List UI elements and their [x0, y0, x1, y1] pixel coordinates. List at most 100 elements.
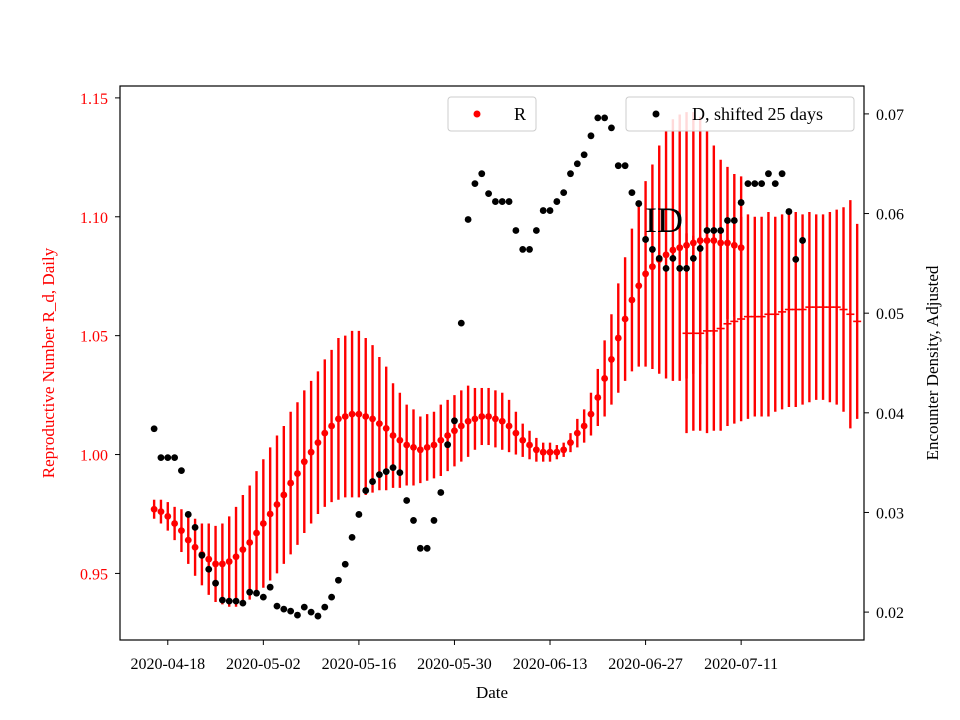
- r-point-0-35: [389, 432, 397, 439]
- d-point-7: [198, 551, 206, 559]
- r-point-0-58: [546, 448, 554, 456]
- r-point-0-43: [444, 432, 452, 439]
- d-point-67: [608, 124, 615, 132]
- r-point-0-51: [498, 417, 506, 425]
- r-point-0-33: [375, 420, 383, 428]
- r-point-0-48: [478, 413, 486, 420]
- d-point-36: [396, 469, 404, 477]
- r-point-0-31: [362, 413, 370, 420]
- d-point-10: [218, 596, 226, 604]
- d-point-21: [294, 611, 301, 619]
- legend-r-label: R: [514, 104, 526, 124]
- left-y-tick-label-0: 0.95: [80, 566, 108, 583]
- d-point-88: [751, 180, 759, 188]
- legend-r-marker: [473, 110, 481, 118]
- d-point-81: [703, 227, 711, 234]
- d-point-5: [184, 511, 192, 518]
- d-point-60: [560, 189, 568, 197]
- d-point-85: [730, 217, 738, 224]
- d-point-8: [205, 565, 213, 573]
- r-point-0-27: [335, 415, 342, 423]
- legend-d: D, shifted 25 days: [625, 96, 855, 132]
- r-point-0-36: [396, 436, 404, 444]
- d-point-49: [485, 190, 492, 198]
- r-point-0-25: [321, 429, 329, 437]
- left-y-tick-label-1: 1.00: [80, 448, 108, 465]
- d-point-27: [335, 576, 342, 584]
- r-point-0-12: [232, 553, 240, 561]
- r-point-0-16: [259, 520, 267, 527]
- d-point-56: [532, 227, 540, 234]
- d-point-70: [628, 189, 636, 197]
- r-point-0-67: [608, 356, 615, 363]
- x-tick-label-0: 2020-04-18: [130, 656, 205, 673]
- x-tick-label-4: 2020-06-13: [513, 656, 588, 673]
- left-y-tick-label-4: 1.15: [80, 91, 108, 108]
- d-point-48: [478, 170, 486, 178]
- d-point-54: [519, 246, 527, 253]
- d-point-23: [307, 608, 315, 616]
- plot-frame: [119, 85, 865, 641]
- r-point-0-2: [164, 512, 172, 520]
- d-point-4: [178, 467, 185, 475]
- r-point-0-29: [348, 410, 356, 418]
- x-tick-label-1: 2020-05-02: [226, 656, 301, 673]
- r-point-0-3: [171, 520, 179, 527]
- left-y-axis-title: Reproductive Number R_d, Daily: [39, 247, 58, 478]
- d-point-40: [423, 544, 431, 552]
- r-point-0-55: [526, 441, 533, 449]
- r-point-0-17: [266, 510, 274, 518]
- legend-d-marker: [652, 110, 660, 118]
- r-point-0-11: [225, 558, 233, 565]
- d-point-25: [321, 603, 329, 611]
- legend-r: R: [447, 96, 537, 132]
- d-point-42: [437, 489, 445, 496]
- d-point-1: [157, 454, 165, 462]
- d-point-28: [341, 560, 349, 568]
- d-point-51: [498, 198, 506, 205]
- d-point-46: [464, 216, 472, 223]
- r-point-0-54: [519, 436, 527, 444]
- d-point-63: [580, 151, 588, 159]
- d-point-87: [744, 180, 752, 188]
- d-point-80: [696, 245, 704, 252]
- r-series-group: [150, 112, 862, 607]
- r-point-0-20: [287, 479, 295, 487]
- r-point-0-72: [642, 270, 649, 278]
- r-point-0-66: [601, 375, 609, 382]
- d-point-45: [457, 319, 465, 327]
- d-point-65: [594, 114, 602, 122]
- r-point-0-49: [485, 413, 492, 420]
- r-point-0-14: [246, 539, 254, 546]
- x-axis-ticks: 2020-04-18 2020-05-02 2020-05-16 2020-05-30…: [130, 640, 778, 673]
- d-point-61: [567, 170, 574, 178]
- d-point-82: [710, 227, 718, 234]
- d-point-90: [765, 170, 772, 178]
- r-point-0-24: [314, 439, 322, 447]
- right-y-tick-label-4: 0.06: [876, 207, 904, 224]
- d-point-30: [355, 511, 363, 518]
- r-point-0-53: [512, 429, 520, 437]
- d-point-95: [799, 237, 806, 244]
- d-point-78: [683, 264, 690, 272]
- right-y-tick-label-3: 0.05: [876, 306, 904, 323]
- d-point-58: [546, 207, 554, 214]
- r-point-0-63: [580, 422, 588, 430]
- id-annotation: ID: [645, 200, 683, 240]
- d-point-20: [287, 607, 295, 615]
- left-y-tick-label-3: 1.10: [80, 210, 108, 227]
- d-point-38: [410, 517, 417, 524]
- d-point-66: [601, 114, 609, 122]
- r-point-0-50: [492, 415, 499, 423]
- right-y-tick-label-1: 0.03: [876, 505, 904, 522]
- d-point-74: [655, 254, 663, 262]
- d-point-12: [232, 597, 240, 605]
- r-point-0-76: [669, 246, 677, 254]
- d-point-13: [239, 599, 247, 607]
- r-point-0-18: [273, 501, 281, 508]
- r-point-0-70: [628, 296, 636, 304]
- d-point-62: [573, 160, 581, 168]
- r-point-0-30: [355, 410, 363, 418]
- r-point-0-73: [649, 263, 656, 271]
